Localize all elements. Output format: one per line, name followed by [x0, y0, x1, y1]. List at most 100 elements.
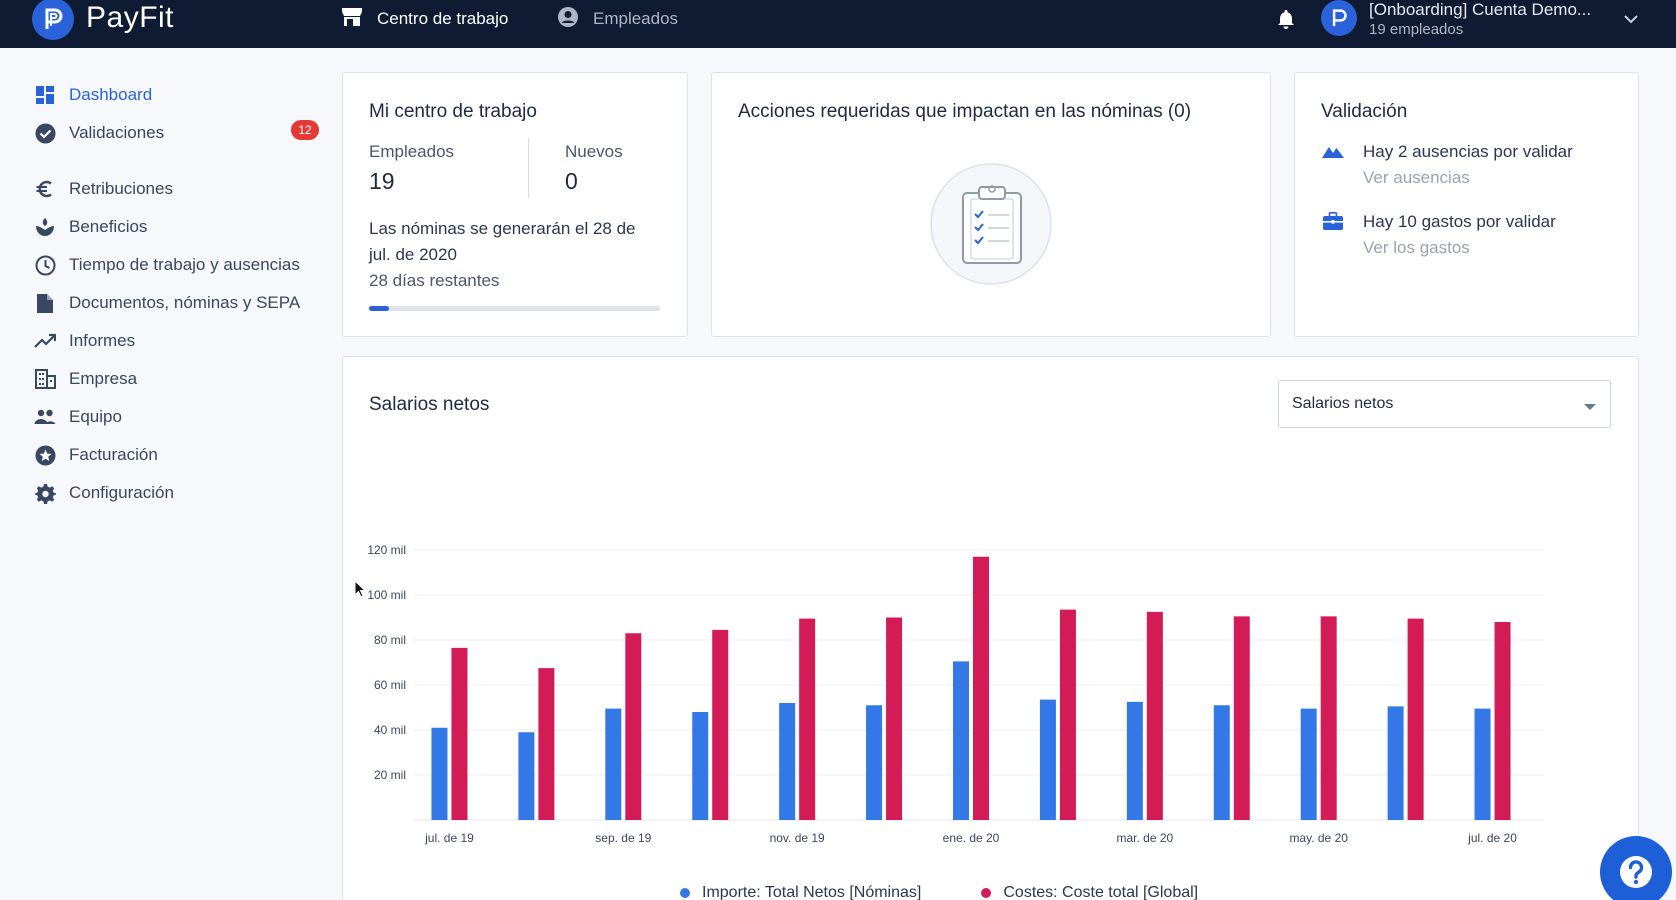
- benefit-hand-icon: [34, 216, 56, 238]
- sidebar-item-label: Facturación: [69, 445, 158, 464]
- payroll-progress-fill: [369, 306, 390, 311]
- chart-bar: [1059, 609, 1076, 820]
- nav-label: Centro de trabajo: [377, 9, 509, 28]
- chart-bar: [692, 712, 709, 820]
- user-circle-icon: [557, 6, 579, 33]
- see-expenses-link[interactable]: Ver los gastos: [1363, 238, 1470, 257]
- x-tick-label: ene. de 20: [943, 831, 1000, 845]
- sidebar-item-beneficios[interactable]: Beneficios: [34, 212, 334, 242]
- legend-dot-blue: [680, 887, 690, 898]
- sidebar-item-label: Dashboard: [69, 85, 153, 104]
- chart-bar: [431, 727, 448, 820]
- y-tick-label: 120 mil: [367, 543, 406, 557]
- legend-label: Importe: Total Netos [Nóminas]: [702, 884, 922, 900]
- chart-bar: [625, 633, 642, 820]
- briefcase-icon: [1323, 212, 1343, 235]
- sidebar-item-dashboard[interactable]: Dashboard: [34, 80, 334, 110]
- validation-card: [1294, 72, 1639, 337]
- sidebar-item-facturacion[interactable]: Facturación: [34, 440, 334, 470]
- legend-dot-red: [981, 887, 992, 898]
- chart-bar: [1320, 616, 1337, 820]
- y-tick-label: 60 mil: [374, 678, 406, 692]
- sidebar-item-informes[interactable]: Informes: [34, 326, 334, 356]
- sidebar-item-label: Tiempo de trabajo y ausencias: [69, 255, 300, 274]
- chart-metric-select[interactable]: Salarios netos: [1278, 380, 1611, 428]
- trending-up-icon: [34, 330, 56, 352]
- payfit-logo-icon[interactable]: [32, 0, 74, 40]
- chart-bar: [538, 668, 555, 820]
- sidebar-item-label: Configuración: [69, 483, 174, 502]
- chart-bar: [1494, 622, 1511, 820]
- team-icon: [34, 406, 56, 428]
- mouse-cursor-icon: [354, 579, 367, 603]
- store-icon: [341, 7, 363, 32]
- brand-name: PayFit: [86, 1, 175, 34]
- see-absences-link[interactable]: Ver ausencias: [1363, 168, 1470, 187]
- employees-label: Empleados: [369, 142, 455, 161]
- chevron-down-icon[interactable]: [1622, 10, 1640, 28]
- help-button[interactable]: [1600, 836, 1672, 900]
- caret-down-icon: [1583, 399, 1597, 417]
- chart-bar: [1233, 616, 1250, 820]
- chart-bar: [1474, 708, 1491, 820]
- chart-bar: [886, 617, 903, 820]
- chart-bar: [1039, 699, 1056, 820]
- days-remaining: 28 días restantes: [369, 271, 500, 290]
- sidebar-item-label: Beneficios: [69, 217, 148, 236]
- sidebar-item-label: Informes: [69, 331, 136, 350]
- mountain-icon: [1322, 144, 1344, 163]
- clock-icon: [34, 254, 56, 276]
- y-tick-label: 20 mil: [374, 768, 406, 782]
- bell-icon[interactable]: [1275, 8, 1297, 30]
- sidebar-item-label: Documentos, nóminas y SEPA: [69, 293, 301, 312]
- salaries-bar-chart: 20 mil 40 mil 60 mil 80 mil 100 mil 120 mil ju…: [367, 543, 1544, 845]
- chart-metric-select-value: Salarios netos: [1292, 395, 1394, 412]
- payroll-date-line-1: Las nóminas se generarán el 28 de: [369, 219, 636, 238]
- new-employees-label: Nuevos: [565, 142, 623, 161]
- sidebar-item-retribuciones[interactable]: Retribuciones: [34, 174, 334, 204]
- chart-bar: [1300, 708, 1317, 820]
- chart-bar: [605, 708, 622, 820]
- account-name[interactable]: [Onboarding] Cuenta Demo...: [1369, 0, 1592, 19]
- y-tick-label: 80 mil: [374, 633, 406, 647]
- building-icon: [34, 368, 56, 390]
- chart-bar: [866, 705, 883, 820]
- sidebar-item-equipo[interactable]: Equipo: [34, 402, 334, 432]
- chart-bar: [1146, 611, 1163, 820]
- check-circle-icon: [34, 122, 56, 144]
- sidebar-item-documentos[interactable]: Documentos, nóminas y SEPA: [34, 288, 334, 318]
- sidebar-item-tiempo[interactable]: Tiempo de trabajo y ausencias: [34, 250, 334, 280]
- sidebar-item-empresa[interactable]: Empresa: [34, 364, 334, 394]
- chart-bar: [1387, 706, 1404, 820]
- chart-legend: Importe: Total Netos [Nóminas] Costes: C…: [680, 884, 1198, 900]
- payroll-date-line-2: jul. de 2020: [369, 245, 457, 264]
- validation-card-title: Validación: [1321, 101, 1408, 122]
- workplace-card: [342, 72, 688, 337]
- workplace-card-title: Mi centro de trabajo: [369, 101, 537, 122]
- sidebar-item-validaciones[interactable]: Validaciones: [34, 118, 334, 148]
- star-badge-icon: [34, 444, 56, 466]
- sidebar-item-configuracion[interactable]: Configuración: [34, 478, 334, 508]
- nav-centro-de-trabajo[interactable]: Centro de trabajo: [341, 0, 508, 38]
- x-tick-label: jul. de 19: [424, 831, 474, 845]
- account-avatar[interactable]: [1321, 0, 1357, 36]
- top-bar: PayFit Centro de trabajo Empleados [Onbo…: [0, 0, 1676, 48]
- legend-item-red[interactable]: Costes: Coste total [Global]: [981, 884, 1198, 900]
- nav-empleados[interactable]: Empleados: [557, 0, 678, 38]
- chart-bar: [799, 618, 816, 820]
- chart-bar: [518, 732, 535, 820]
- x-tick-label: may. de 20: [1289, 831, 1348, 845]
- expenses-pending-text: Hay 10 gastos por validar: [1363, 212, 1556, 231]
- chart-bar: [973, 556, 989, 820]
- chart-bar: [1407, 618, 1424, 820]
- chart-bar: [1213, 705, 1230, 820]
- y-tick-label: 40 mil: [374, 723, 406, 737]
- new-employees-value: 0: [565, 168, 578, 194]
- y-tick-label: 100 mil: [367, 588, 406, 602]
- gear-icon: [34, 482, 56, 504]
- chart-bar: [712, 629, 729, 820]
- dashboard-icon: [34, 84, 56, 106]
- nav-label: Empleados: [593, 9, 679, 28]
- legend-item-blue[interactable]: Importe: Total Netos [Nóminas]: [680, 884, 921, 900]
- stats-divider: [528, 138, 529, 198]
